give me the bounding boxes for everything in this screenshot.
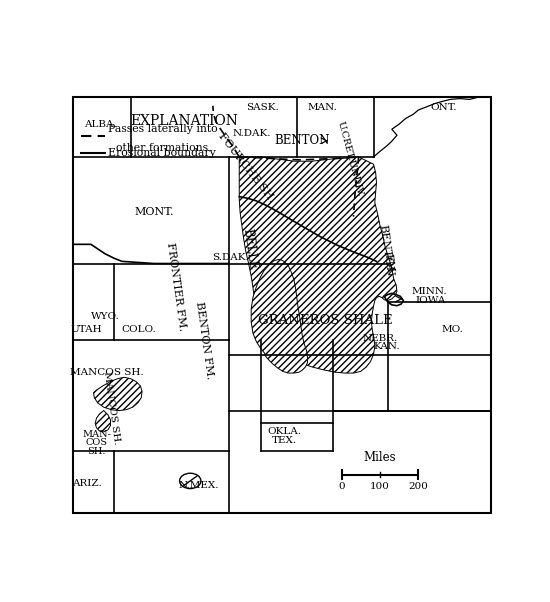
Text: FOURCHE SH.: FOURCHE SH. [217,131,277,204]
Text: FRONTIER FM.: FRONTIER FM. [165,242,188,332]
Text: Erosional boundary: Erosional boundary [108,147,216,158]
Text: KAN.: KAN. [373,342,400,351]
Text: MAN-: MAN- [82,429,111,438]
Text: N.DAK.: N.DAK. [233,129,271,138]
Text: 0: 0 [338,482,345,491]
Text: ARIZ.: ARIZ. [72,479,102,488]
Text: 200: 200 [408,482,428,491]
Text: EXPLANATION: EXPLANATION [130,114,239,128]
Text: UTAH: UTAH [71,325,102,334]
Text: SASK.: SASK. [246,104,279,113]
Text: TEX.: TEX. [272,436,296,445]
Text: ONT.: ONT. [431,104,457,113]
Text: COS: COS [85,438,107,447]
Text: S.DAK.: S.DAK. [212,253,249,262]
Text: ALBA.: ALBA. [84,120,117,129]
Text: Passes laterally into: Passes laterally into [108,123,218,134]
Text: BENTON FM.: BENTON FM. [194,301,214,380]
Text: MINN.: MINN. [411,287,447,296]
Polygon shape [239,157,397,373]
Polygon shape [95,411,111,432]
Text: BENTON: BENTON [378,224,395,278]
Text: WYO.: WYO. [91,312,119,321]
Text: SH.: SH. [87,447,106,456]
Text: N.MEX.: N.MEX. [179,480,219,489]
Text: Miles: Miles [364,451,396,464]
Polygon shape [251,259,307,373]
Text: IOWA: IOWA [415,296,446,305]
Text: MONT.: MONT. [134,207,174,217]
Text: BENTON: BENTON [274,134,330,147]
Text: 100: 100 [370,482,390,491]
Text: MAN.: MAN. [307,104,337,113]
Text: NEBR.: NEBR. [362,334,398,343]
Text: COLO.: COLO. [122,325,156,334]
Text: MO.: MO. [442,325,463,334]
Text: U.CRET.UNDIV.: U.CRET.UNDIV. [336,120,365,198]
Text: MANCOS SH.: MANCOS SH. [70,368,144,377]
Polygon shape [94,377,142,411]
Text: OKLA.: OKLA. [267,427,301,436]
Text: FM.: FM. [383,252,396,276]
Text: other formations: other formations [117,143,208,154]
Text: GRANEROS SHALE: GRANEROS SHALE [258,314,393,327]
Text: MANCOS SH.: MANCOS SH. [102,371,121,445]
Text: BELLE: BELLE [240,227,259,270]
